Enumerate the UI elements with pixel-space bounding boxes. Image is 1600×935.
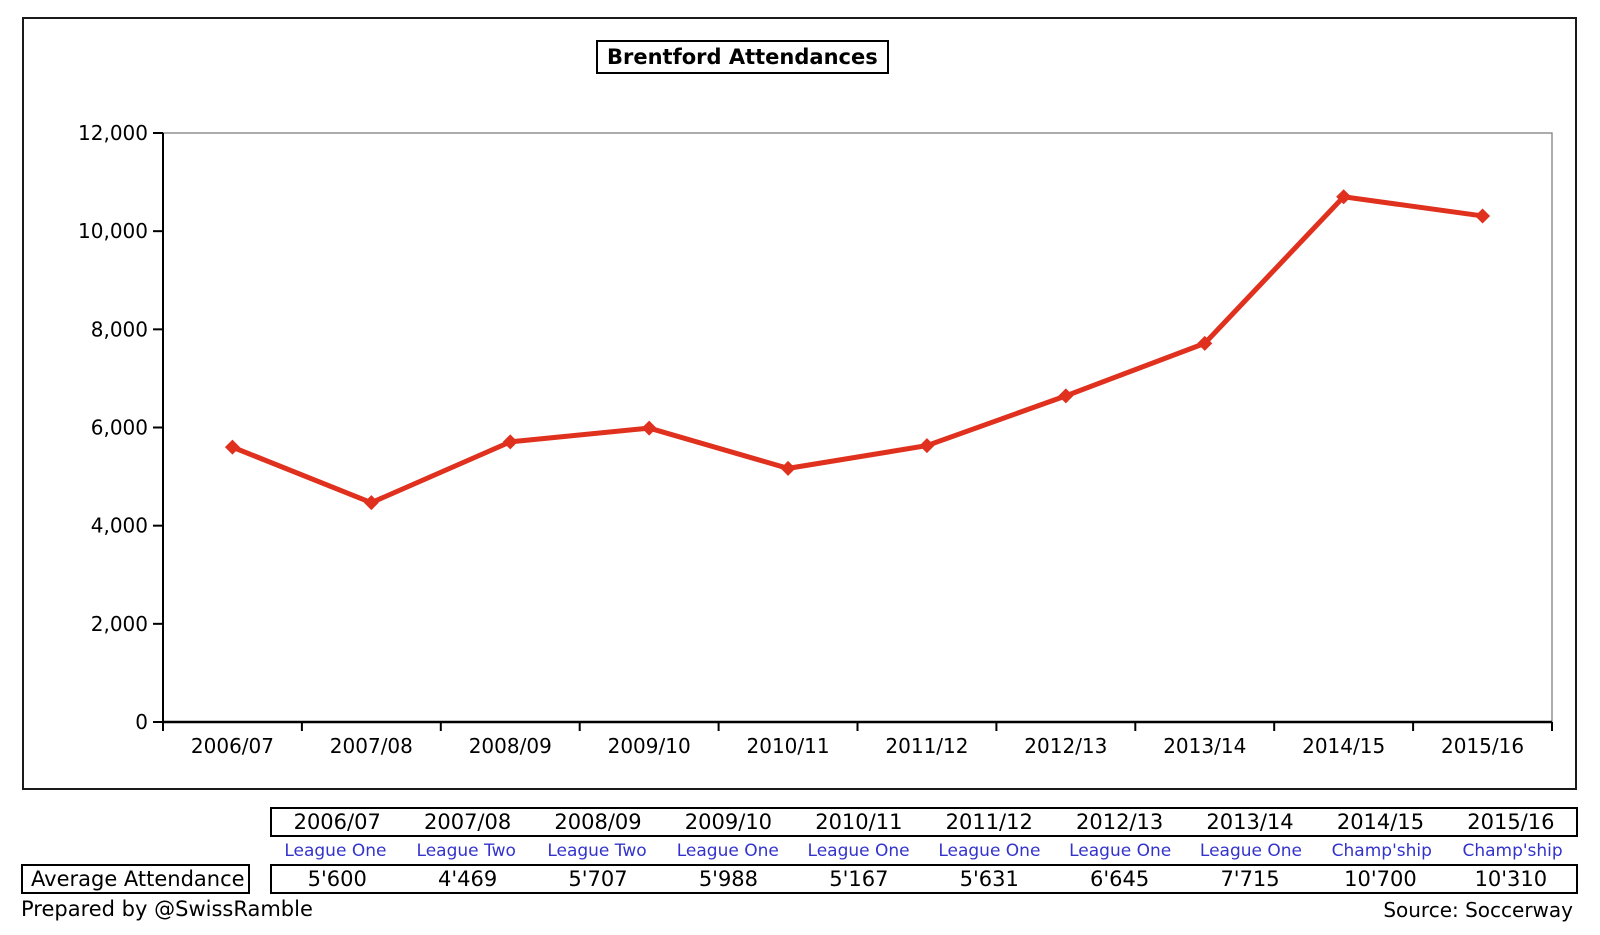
season-cell: 2006/07 xyxy=(293,810,381,834)
attendance-value-cell: 5'707 xyxy=(568,867,628,891)
y-tick-label: 6,000 xyxy=(91,416,148,440)
y-tick-label: 0 xyxy=(135,710,148,734)
x-tick-label: 2013/14 xyxy=(1163,734,1246,758)
x-tick-label: 2006/07 xyxy=(191,734,274,758)
attendance-value-cell: 5'631 xyxy=(959,867,1019,891)
chart-container xyxy=(22,17,1577,790)
prepared-by-text: Prepared by @SwissRamble xyxy=(21,897,313,921)
data-point-marker xyxy=(919,438,935,454)
attendance-series-line xyxy=(231,194,1483,506)
attendance-value-cell: 10'310 xyxy=(1474,867,1548,891)
y-tick-label: 10,000 xyxy=(78,219,148,243)
data-point-marker xyxy=(1336,189,1352,205)
season-cell: 2008/09 xyxy=(554,810,642,834)
y-tick-label: 8,000 xyxy=(91,317,148,341)
season-cell: 2014/15 xyxy=(1336,810,1425,834)
season-cell: 2011/12 xyxy=(945,810,1033,834)
data-point-marker xyxy=(1475,208,1491,224)
data-point-marker xyxy=(641,420,657,436)
x-tick-label: 2009/10 xyxy=(608,734,691,758)
league-cell: League One xyxy=(1199,841,1303,861)
table-season-header-row: 2006/07 2007/08 2008/09 2009/10 2010/11 2011/… xyxy=(270,807,1578,837)
data-point-marker xyxy=(1058,388,1074,404)
table-league-row: League One League Two League Two League One… xyxy=(270,839,1578,863)
league-cell: League One xyxy=(807,841,910,861)
season-cell: 2009/10 xyxy=(684,810,773,834)
data-point-marker xyxy=(780,460,796,476)
season-cell: 2007/08 xyxy=(423,810,512,834)
y-tick-label: 12,000 xyxy=(78,121,148,145)
season-cell: 2015/16 xyxy=(1467,810,1555,834)
data-point-marker xyxy=(1197,335,1213,351)
table-row-label: Average Attendance xyxy=(21,864,250,894)
attendance-value-cell: 10'700 xyxy=(1344,867,1417,891)
league-cell: League One xyxy=(676,841,779,861)
table-attendance-row: 5'600 4'469 5'707 5'988 5'167 5'631 6'645 7'715… xyxy=(270,864,1578,894)
league-cell: League Two xyxy=(547,841,647,861)
x-tick-label: 2015/16 xyxy=(1441,734,1524,758)
attendance-value-cell: 5'167 xyxy=(829,867,889,891)
season-cell: 2012/13 xyxy=(1076,810,1164,834)
attendance-value-cell: 4'469 xyxy=(438,867,498,891)
x-tick-label: 2008/09 xyxy=(469,734,552,758)
x-tick-label: 2014/15 xyxy=(1302,734,1385,758)
league-cell: League One xyxy=(938,841,1041,861)
league-cell: League Two xyxy=(416,841,516,861)
season-cell: 2013/14 xyxy=(1206,810,1294,834)
source-text: Source: Soccerway xyxy=(1383,898,1573,922)
x-tick-label: 2012/13 xyxy=(1024,734,1107,758)
league-cell: Champ'ship xyxy=(1462,841,1563,861)
y-tick-label: 4,000 xyxy=(91,514,148,538)
data-point-marker xyxy=(502,434,518,450)
y-tick-label: 2,000 xyxy=(91,612,148,636)
attendance-value-cell: 6'645 xyxy=(1090,867,1150,891)
data-point-marker xyxy=(363,495,379,511)
data-point-marker xyxy=(224,439,240,455)
chart-title: Brentford Attendances xyxy=(596,40,889,74)
x-tick-label: 2007/08 xyxy=(330,734,413,758)
x-tick-label: 2010/11 xyxy=(747,734,830,758)
season-cell: 2010/11 xyxy=(815,810,903,834)
attendance-value-cell: 7'715 xyxy=(1220,867,1280,891)
attendance-line-chart: 0 2,000 4,000 6,000 8,000 10,000 12,000 2006/07… xyxy=(78,121,1553,758)
league-cell: Champ'ship xyxy=(1331,841,1432,861)
x-tick-label: 2011/12 xyxy=(885,734,968,758)
plot-area-border xyxy=(162,132,1553,723)
attendance-value-cell: 5'988 xyxy=(698,867,759,891)
attendance-value-cell: 5'600 xyxy=(307,867,367,891)
league-cell: League One xyxy=(1069,841,1172,861)
league-cell: League One xyxy=(284,841,387,861)
